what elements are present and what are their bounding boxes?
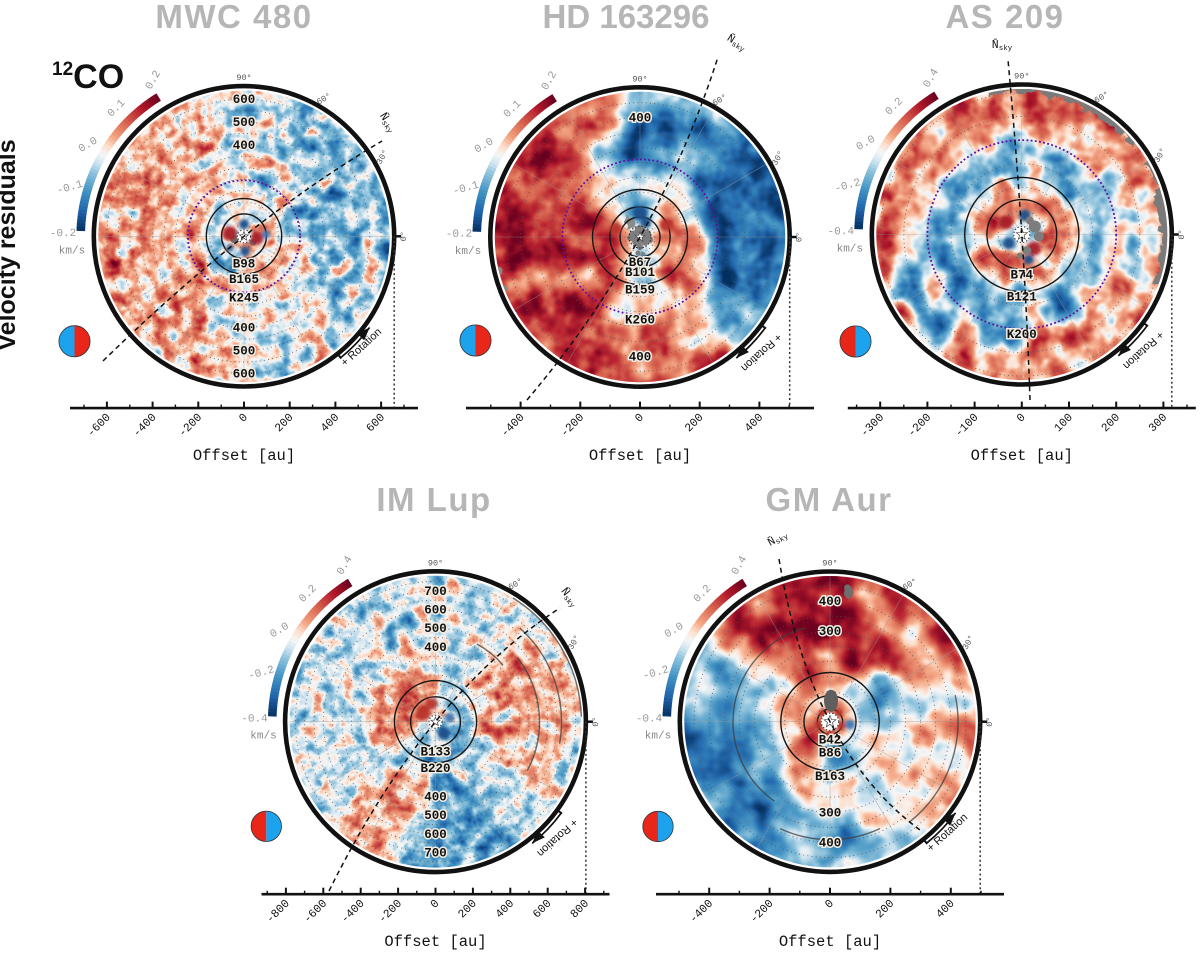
svg-text:HD 163296: HD 163296 xyxy=(543,0,710,35)
svg-text:300: 300 xyxy=(819,625,842,639)
svg-text:Velocity residuals: Velocity residuals xyxy=(0,139,21,350)
svg-text:-0.2: -0.2 xyxy=(446,229,473,241)
svg-text:400: 400 xyxy=(233,322,256,336)
svg-text:600: 600 xyxy=(233,93,256,107)
svg-text:400: 400 xyxy=(629,350,652,364)
svg-text:400: 400 xyxy=(424,791,447,805)
svg-text:0°: 0° xyxy=(591,717,601,727)
svg-text:B74: B74 xyxy=(1011,268,1034,282)
svg-text:-0.4: -0.4 xyxy=(636,713,663,725)
svg-text:-0.2: -0.2 xyxy=(50,228,77,240)
svg-text:90°: 90° xyxy=(428,558,443,568)
svg-text:MWC 480: MWC 480 xyxy=(155,0,312,35)
svg-text:400: 400 xyxy=(233,139,256,153)
svg-text:B133: B133 xyxy=(420,746,450,760)
svg-text:IM Lup: IM Lup xyxy=(376,481,491,518)
svg-text:500: 500 xyxy=(424,809,447,823)
svg-text:400: 400 xyxy=(629,112,652,126)
svg-text:700: 700 xyxy=(424,847,447,861)
svg-text:90°: 90° xyxy=(632,74,647,84)
svg-text:300: 300 xyxy=(819,806,842,820)
svg-text:Offset [au]: Offset [au] xyxy=(779,933,881,951)
svg-text:90°: 90° xyxy=(236,73,251,83)
svg-text:600: 600 xyxy=(424,604,447,618)
svg-text:500: 500 xyxy=(424,622,447,636)
svg-text:0°: 0° xyxy=(399,231,409,241)
svg-text:600: 600 xyxy=(424,828,447,842)
svg-text:B159: B159 xyxy=(625,284,655,298)
svg-text:Offset [au]: Offset [au] xyxy=(589,447,691,465)
svg-text:K200: K200 xyxy=(1007,328,1037,342)
svg-text:400: 400 xyxy=(819,837,842,851)
svg-text:B165: B165 xyxy=(229,273,259,287)
svg-text:-0.4: -0.4 xyxy=(241,713,268,725)
svg-text:-0.4: -0.4 xyxy=(828,226,855,238)
svg-text:B220: B220 xyxy=(420,762,450,776)
svg-text:0°: 0° xyxy=(1177,229,1187,239)
svg-text:12CO: 12CO xyxy=(52,58,124,96)
svg-text:B42: B42 xyxy=(819,733,842,747)
svg-text:90°: 90° xyxy=(1014,72,1029,82)
svg-text:B86: B86 xyxy=(819,747,842,761)
svg-text:700: 700 xyxy=(424,585,447,599)
svg-text:B67: B67 xyxy=(629,256,652,270)
svg-text:km/s: km/s xyxy=(455,246,481,258)
svg-text:km/s: km/s xyxy=(645,731,671,743)
svg-text:Offset [au]: Offset [au] xyxy=(384,933,486,951)
svg-text:0°: 0° xyxy=(795,232,805,242)
svg-text:km/s: km/s xyxy=(59,245,85,257)
svg-text:90°: 90° xyxy=(822,559,837,569)
svg-text:400: 400 xyxy=(819,595,842,609)
svg-text:K260: K260 xyxy=(625,314,655,328)
svg-text:Offset [au]: Offset [au] xyxy=(193,447,295,465)
svg-text:0°: 0° xyxy=(985,717,995,727)
svg-text:K245: K245 xyxy=(229,291,259,305)
svg-text:500: 500 xyxy=(233,116,256,130)
svg-text:400: 400 xyxy=(424,641,447,655)
svg-text:GM Aur: GM Aur xyxy=(766,481,893,518)
svg-text:500: 500 xyxy=(233,345,256,359)
svg-text:AS 209: AS 209 xyxy=(945,0,1064,35)
svg-text:600: 600 xyxy=(233,367,256,381)
svg-text:B101: B101 xyxy=(625,266,655,280)
svg-text:Offset [au]: Offset [au] xyxy=(971,447,1073,465)
svg-text:B98: B98 xyxy=(233,258,256,272)
svg-text:km/s: km/s xyxy=(837,244,863,256)
svg-text:km/s: km/s xyxy=(250,731,276,743)
svg-text:B121: B121 xyxy=(1007,291,1037,305)
svg-text:B163: B163 xyxy=(815,770,845,784)
